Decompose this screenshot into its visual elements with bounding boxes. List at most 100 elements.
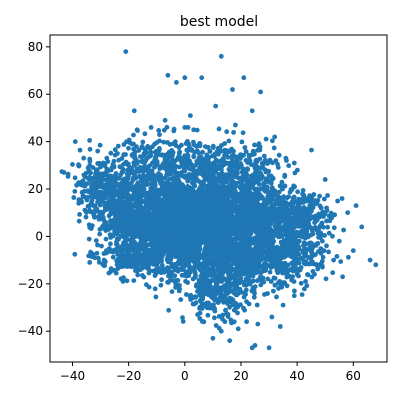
scatter-point [222,319,228,325]
scatter-point [218,288,224,294]
scatter-point [316,234,321,240]
scatter-point [198,266,204,271]
scatter-point [206,287,212,293]
scatter-point [205,312,211,318]
scatter-point [211,250,217,256]
scatter-point [103,207,109,213]
scatter-point [199,203,205,208]
scatter-point [341,227,346,233]
scatter-point [221,265,227,271]
scatter-point [108,241,113,247]
scatter-point [201,319,207,325]
scatter-point [200,198,205,204]
scatter-point [93,182,98,188]
scatter-point [242,307,248,313]
scatter-point [254,278,260,284]
scatter-point [310,231,316,237]
scatter-point [208,239,214,245]
scatter-point [157,214,163,220]
scatter-point [211,209,217,215]
scatter-point [87,156,93,162]
scatter-point [127,215,133,220]
scatter-point [251,204,256,210]
scatter-point [84,210,89,215]
scatter-point [205,220,211,226]
scatter-point [160,237,166,243]
scatter-point [235,310,240,316]
scatter-point [295,189,300,195]
scatter-point [291,194,297,200]
scatter-point [92,214,97,220]
scatter-point [95,242,100,248]
scatter-point [213,278,219,284]
scatter-point [108,167,114,173]
scatter-point [249,260,254,265]
scatter-point [83,214,89,220]
scatter-point [169,289,175,294]
scatter-point [121,142,127,147]
scatter-point [97,212,103,218]
scatter-point [331,225,337,231]
scatter-point [301,227,306,233]
scatter-point [283,208,288,214]
scatter-point [228,251,234,256]
scatter-point [87,174,93,180]
scatter-point [272,275,278,281]
scatter-point [110,254,116,260]
scatter-point [186,233,192,238]
scatter-point [229,266,235,272]
scatter-point [233,301,239,306]
scatter-point [84,188,90,194]
scatter-point [142,131,148,137]
scatter-point [107,200,112,206]
scatter-point [254,302,260,308]
scatter-point [227,232,233,238]
scatter-point [96,160,102,166]
scatter-point [89,197,95,203]
scatter-point [233,271,238,277]
scatter-point [155,217,161,223]
scatter-point [304,198,310,204]
scatter-point [224,311,230,316]
scatter-point [170,203,175,209]
scatter-point [266,219,272,224]
scatter-point [116,176,122,181]
scatter-point [272,233,278,238]
scatter-point [85,194,91,200]
scatter-point [98,164,103,170]
scatter-point [298,265,304,270]
scatter-point [112,198,118,204]
scatter-point [217,294,223,300]
scatter-point [112,231,117,237]
scatter-point [204,230,210,236]
chart-title: best model [180,14,258,30]
scatter-point [209,278,214,283]
scatter-point [274,215,280,221]
scatter-point [206,272,212,278]
scatter-point [145,212,151,218]
scatter-point [214,283,220,289]
scatter-point [187,226,193,232]
scatter-point [187,237,193,243]
scatter-point [261,261,267,267]
scatter-point [224,281,230,286]
scatter-point [236,287,241,293]
scatter-point [210,261,216,267]
scatter-point [119,205,125,211]
scatter-point [229,320,234,326]
scatter-point [284,195,290,201]
scatter-point [110,208,116,213]
scatter-point [209,234,215,240]
scatter-point [276,286,281,291]
scatter-point [81,194,87,200]
scatter-point [188,203,194,209]
scatter-point [246,226,252,232]
scatter-point [262,238,268,244]
scatter-point [224,246,230,251]
scatter-point [193,273,198,279]
scatter-point [188,217,194,222]
scatter-point [209,224,215,230]
scatter-point [227,272,233,278]
scatter-point [76,197,82,203]
